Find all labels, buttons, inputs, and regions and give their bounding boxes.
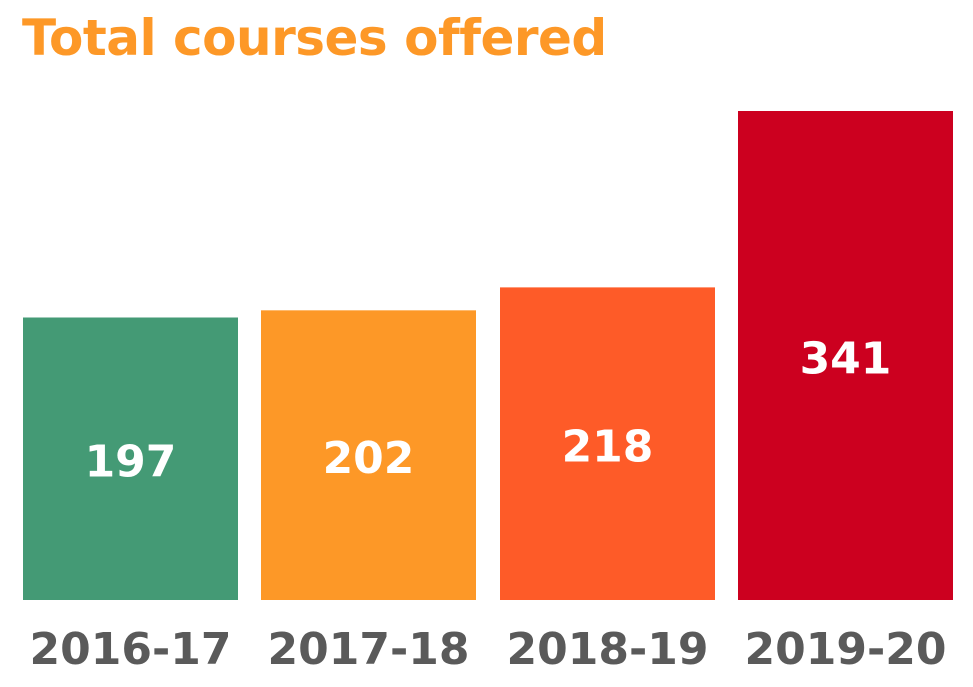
chart-title: Total courses offered bbox=[22, 9, 607, 67]
category-label-2018-19: 2018-19 bbox=[507, 624, 709, 675]
data-label-2017-18: 202 bbox=[323, 433, 415, 484]
bar-2019-20 bbox=[738, 111, 953, 600]
category-label-2017-18: 2017-18 bbox=[268, 624, 470, 675]
category-label-2016-17: 2016-17 bbox=[30, 624, 232, 675]
data-label-2016-17: 197 bbox=[85, 437, 177, 488]
bar-2018-19 bbox=[500, 287, 715, 600]
category-label-2019-20: 2019-20 bbox=[745, 624, 947, 675]
data-label-2019-20: 341 bbox=[800, 334, 892, 385]
data-label-2018-19: 218 bbox=[562, 422, 654, 473]
bar-2016-17 bbox=[23, 317, 238, 600]
bar-2017-18 bbox=[261, 310, 476, 600]
